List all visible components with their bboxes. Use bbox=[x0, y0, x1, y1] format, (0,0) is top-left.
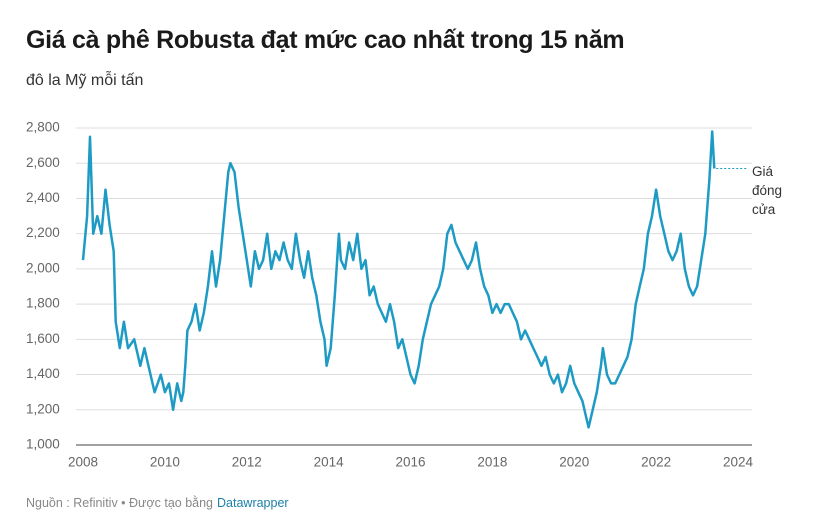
x-tick-label: 2008 bbox=[68, 455, 98, 470]
y-tick-label: 1,400 bbox=[26, 366, 60, 381]
x-tick-label: 2018 bbox=[477, 455, 507, 470]
x-tick-label: 2020 bbox=[559, 455, 589, 470]
y-tick-label: 2,200 bbox=[26, 225, 60, 240]
x-tick-label: 2014 bbox=[314, 455, 345, 470]
chart-subtitle: đô la Mỹ mỗi tấn bbox=[26, 72, 144, 89]
x-tick-label: 2024 bbox=[723, 455, 754, 470]
x-tick-label: 2016 bbox=[395, 455, 425, 470]
source: Nguồn : Refinitiv • Được tạo bằng bbox=[26, 496, 214, 510]
y-tick-label: 2,400 bbox=[26, 190, 60, 205]
y-tick-label: 1,000 bbox=[26, 437, 60, 452]
chart-title: Giá cà phê Robusta đạt mức cao nhất tron… bbox=[26, 26, 625, 54]
footer: Nguồn : Refinitiv • Được tạo bằng Datawra… bbox=[26, 496, 289, 510]
x-tick-label: 2010 bbox=[150, 455, 180, 470]
y-tick-label: 1,600 bbox=[26, 331, 60, 346]
y-tick-label: 2,600 bbox=[26, 155, 60, 170]
y-tick-label: 2,000 bbox=[26, 260, 60, 275]
x-tick-label: 2012 bbox=[232, 455, 262, 470]
y-tick-label: 1,800 bbox=[26, 296, 60, 311]
line bbox=[81, 130, 716, 429]
credit-link[interactable]: Datawrapper bbox=[217, 496, 289, 510]
annotation: Giá đóng cửa bbox=[752, 164, 783, 217]
x-tick-label: 2022 bbox=[641, 455, 671, 470]
y-tick-label: 2,800 bbox=[26, 120, 60, 135]
y-tick-label: 1,200 bbox=[26, 401, 60, 416]
